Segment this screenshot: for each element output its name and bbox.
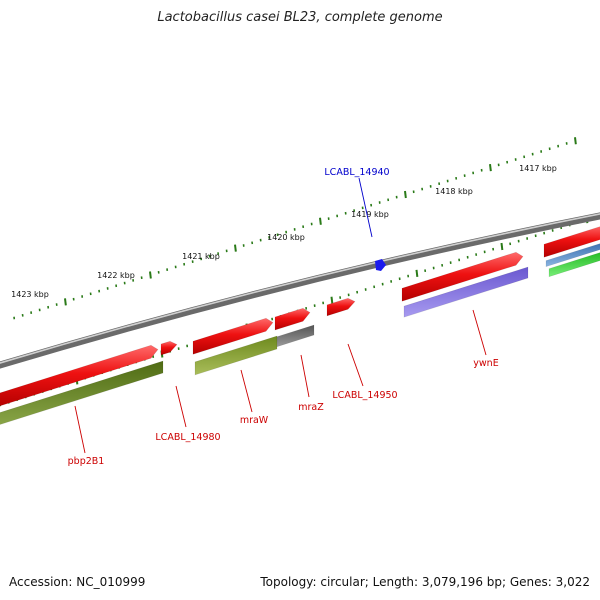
label-leaders	[74, 177, 487, 454]
cog-band-mraW	[194, 335, 278, 376]
scale-label: 1420 kbp	[267, 233, 305, 242]
cog-band-pbp2B1	[0, 360, 164, 425]
label-leader	[175, 385, 187, 428]
genome-summary-text: Topology: circular; Length: 3,079,196 bp…	[260, 575, 590, 589]
label-leader	[240, 369, 253, 413]
gene-label: mraZ	[298, 402, 324, 413]
gene-label: mraW	[240, 415, 269, 426]
scale-label: 1419 kbp	[351, 210, 389, 219]
major-tick	[574, 137, 577, 145]
cds-LCABL_14950	[326, 297, 356, 317]
gene-labels: LCABL_14940 ywnE LCABL_14950 mraZ mraW LCABL_…	[68, 167, 499, 467]
gene-label: LCABL_14950	[332, 390, 397, 401]
label-leader	[358, 177, 373, 238]
scale-labels: 1423 kbp 1422 kbp 1421 kbp 1420 kbp 1419 kbp…	[11, 164, 557, 299]
map-title: Lactobacillus casei BL23, complete genom…	[157, 10, 443, 25]
major-tick	[500, 242, 504, 251]
label-leader	[300, 354, 310, 398]
gene-label: ywnE	[473, 358, 498, 369]
cds-mraW	[192, 317, 274, 355]
gene-label: LCABL_14980	[155, 432, 220, 443]
major-tick	[489, 163, 492, 172]
major-tick	[330, 296, 334, 304]
cds-pbp2B1	[0, 344, 159, 407]
features	[0, 226, 600, 425]
cog-band-blue	[545, 243, 600, 268]
accession-text: Accession: NC_010999	[9, 575, 146, 589]
major-tick	[415, 269, 419, 278]
label-leader	[347, 343, 364, 387]
scale-label: 1421 kbp	[182, 252, 220, 261]
cds-LCABL_14980	[160, 340, 178, 356]
cog-band-ywnE	[403, 266, 529, 318]
backbone-highlight	[0, 213, 600, 364]
cds-ywnE	[401, 251, 524, 302]
label-leader	[74, 405, 86, 454]
cog-band-green	[548, 252, 600, 278]
cds-mraZ	[274, 307, 311, 331]
major-tick	[149, 271, 152, 279]
cog-band-mraZ	[276, 324, 315, 348]
scale-label: 1423 kbp	[11, 290, 49, 299]
scale-label: 1422 kbp	[97, 271, 135, 280]
trna-LCABL_14940	[375, 259, 386, 271]
scale-label: 1417 kbp	[519, 164, 557, 173]
gene-label: LCABL_14940	[324, 167, 389, 178]
genome-backbone	[0, 212, 600, 369]
cds-edge-right	[543, 226, 600, 258]
gene-label: pbp2B1	[68, 456, 105, 467]
backbone-layer	[0, 212, 600, 369]
major-tick	[404, 190, 407, 199]
major-tick	[64, 298, 67, 306]
label-leader	[472, 309, 487, 356]
major-tick	[319, 217, 322, 225]
major-tick	[234, 244, 237, 252]
scale-label: 1418 kbp	[435, 187, 473, 196]
